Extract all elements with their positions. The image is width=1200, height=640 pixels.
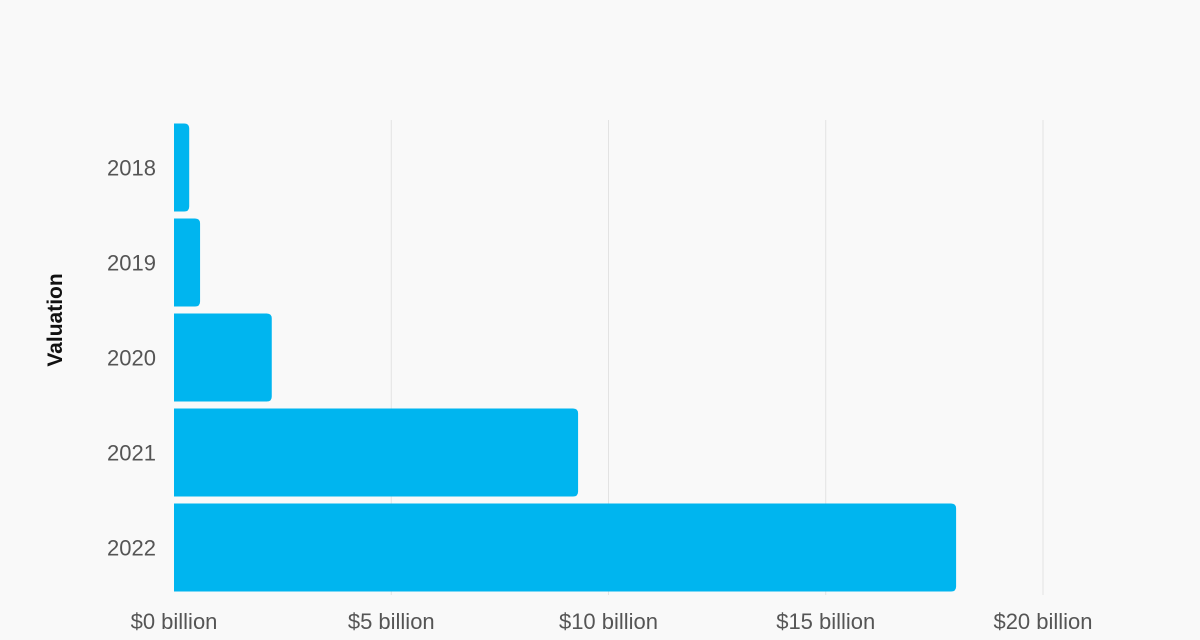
x-tick-label: $0 billion [131, 609, 218, 634]
x-tick-label: $15 billion [776, 609, 875, 634]
y-axis-title: Valuation [44, 273, 67, 366]
x-tick-label: $20 billion [993, 609, 1092, 634]
bar-2019 [174, 218, 201, 307]
x-tick-label: $5 billion [348, 609, 435, 634]
bars [174, 123, 957, 592]
y-tick-label-2020: 2020 [107, 346, 156, 371]
y-tick-labels: 2018 2019 2020 2021 2022 [107, 156, 156, 561]
y-tick-label-2019: 2019 [107, 251, 156, 276]
y-tick-label-2018: 2018 [107, 156, 156, 181]
bar-2020 [174, 313, 272, 402]
x-tick-label: $10 billion [559, 609, 658, 634]
bar-2021 [174, 408, 579, 497]
y-tick-label-2022: 2022 [107, 536, 156, 561]
bar-2022 [174, 503, 957, 592]
y-tick-label-2021: 2021 [107, 441, 156, 466]
x-tick-labels: $0 billion $5 billion $10 billion $15 billi… [131, 609, 1093, 634]
bar-2018 [174, 123, 190, 212]
